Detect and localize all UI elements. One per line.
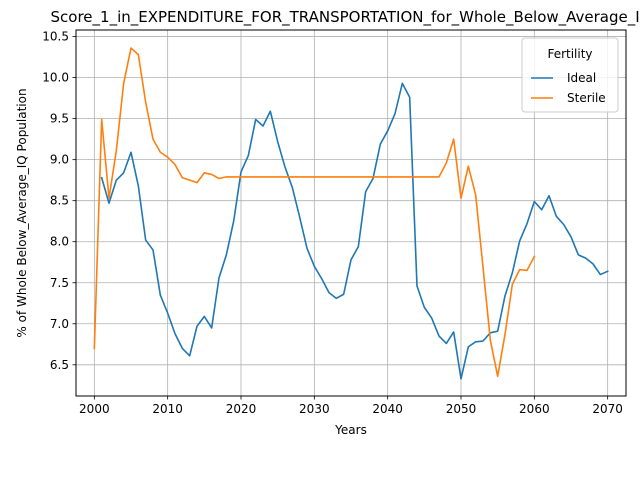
x-tick-label: 2060 (519, 402, 550, 416)
y-tick-label: 7.5 (50, 276, 69, 290)
x-tick-label: 2030 (299, 402, 330, 416)
series-lines (93, 47, 609, 380)
y-tick-label: 9.0 (50, 153, 69, 167)
series-line-sterile (93, 47, 536, 378)
legend: Fertility Ideal Sterile (521, 37, 619, 113)
x-tick-label: 2010 (152, 402, 183, 416)
y-tick-label: 9.5 (50, 112, 69, 126)
plot-frame (75, 29, 627, 397)
x-tick-label: 2020 (226, 402, 257, 416)
y-axis-label: % of Whole Below_Average_IQ Population (15, 88, 29, 337)
y-tick-label: 8.0 (50, 235, 69, 249)
x-tick-label: 2040 (372, 402, 403, 416)
legend-label-ideal: Ideal (567, 71, 596, 85)
x-tick-label: 2070 (592, 402, 623, 416)
legend-box (521, 37, 619, 113)
chart-title: Score_1_in_EXPENDITURE_FOR_TRANSPORTATIO… (51, 8, 640, 27)
legend-label-sterile: Sterile (567, 91, 606, 105)
legend-title: Fertility (547, 47, 592, 61)
x-tick-label: 2000 (79, 402, 110, 416)
y-tick-label: 6.5 (50, 358, 69, 372)
y-tick-label: 10.5 (42, 30, 69, 44)
x-tick-label: 2050 (446, 402, 477, 416)
axis-ticks: 2000 2010 2020 2030 2040 2050 2060 2070 6.5 7.0 7.… (42, 30, 623, 416)
x-axis-label: Years (334, 423, 367, 437)
y-tick-label: 8.5 (50, 194, 69, 208)
y-tick-label: 10.0 (42, 71, 69, 85)
series-line-ideal (100, 82, 609, 380)
y-tick-label: 7.0 (50, 317, 69, 331)
